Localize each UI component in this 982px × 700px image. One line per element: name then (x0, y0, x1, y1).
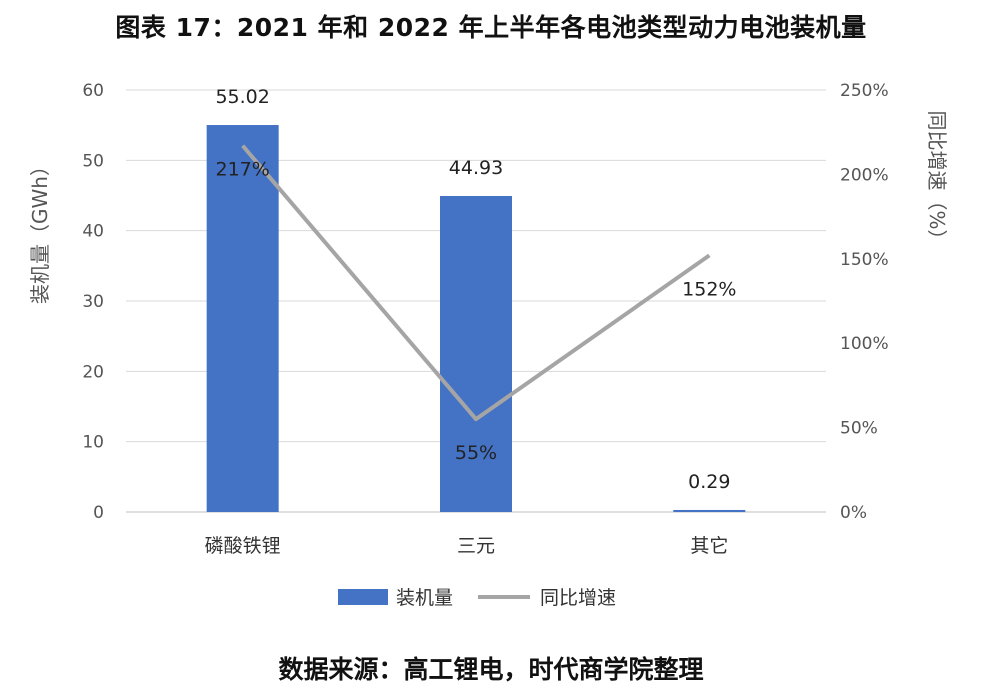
right-axis-ticks: 0% 50% 100% 150% 200% 250% (840, 81, 889, 523)
data-source: 数据来源：高工锂电，时代商学院整理 (278, 655, 704, 684)
line-path (241, 144, 711, 422)
right-tick-label: 150% (840, 250, 889, 270)
left-tick-label: 20 (82, 362, 104, 382)
bar (440, 195, 512, 512)
line-value-label: 152% (682, 278, 736, 300)
bar-value-label: 44.93 (449, 157, 503, 179)
right-axis-title: 同比增速（%） (925, 110, 949, 249)
left-tick-label: 30 (82, 292, 104, 312)
left-axis-title: 装机量（GWh） (28, 156, 52, 304)
left-tick-label: 10 (82, 433, 104, 453)
data-labels: 55.02 44.93 0.29 217% 55% 152% (215, 86, 736, 493)
chart-title: 图表 17：2021 年和 2022 年上半年各电池类型动力电池装机量 (115, 13, 867, 42)
left-tick-label: 40 (82, 222, 104, 242)
left-tick-label: 50 (82, 151, 104, 171)
category-label: 磷酸铁锂 (205, 535, 281, 557)
bar-value-label: 0.29 (688, 471, 730, 493)
line-value-label: 217% (216, 159, 270, 181)
category-labels: 磷酸铁锂 三元 其它 (205, 535, 729, 557)
category-label: 三元 (457, 535, 495, 557)
right-tick-label: 200% (840, 165, 889, 185)
right-tick-label: 50% (840, 419, 878, 439)
line-series (241, 144, 711, 422)
legend-line-label: 同比增速 (540, 587, 616, 609)
line-value-label: 55% (455, 442, 497, 464)
bar (673, 509, 746, 512)
legend: 装机量 同比增速 (338, 587, 616, 609)
bar-series (206, 125, 746, 512)
right-tick-label: 0% (840, 503, 867, 523)
left-axis-ticks: 0 10 20 30 40 50 60 (82, 81, 104, 523)
legend-bar-label: 装机量 (396, 587, 453, 609)
category-label: 其它 (690, 535, 728, 557)
right-tick-label: 250% (840, 81, 889, 101)
bar (206, 125, 279, 512)
right-tick-label: 100% (840, 334, 889, 354)
left-tick-label: 0 (93, 503, 104, 523)
left-tick-label: 60 (82, 81, 104, 101)
legend-bar-swatch (338, 589, 388, 605)
bar-value-label: 55.02 (215, 86, 269, 108)
